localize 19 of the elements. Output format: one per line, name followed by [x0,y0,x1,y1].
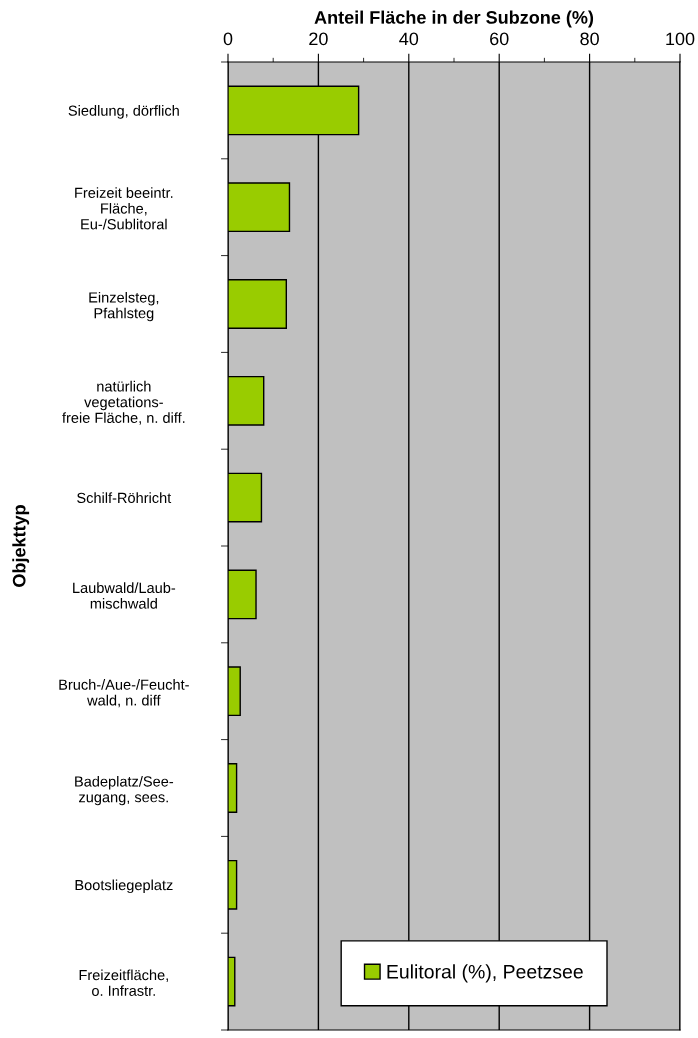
y-tick-label: Siedlung, dörflich [68,105,179,119]
x-tick-label: 20 [309,32,328,46]
y-tick-label: Schilf-Röhricht [77,492,172,504]
legend-label: Eulitoral (%), Peetzsee [387,964,583,983]
x-tick-label: 40 [399,32,419,46]
y-axis-title: Objekttyp [12,505,30,587]
y-tick-label: Bootsliegeplatz [75,879,173,894]
y-tick-label: Bruch-/Aue-/Feucht- wald, n. diff [59,679,189,708]
y-tick-label: Einzelsteg, Pfahlsteg [89,291,159,322]
x-tick-label: 100 [666,32,695,46]
y-tick-label: Badeplatz/See- zugang, sees. [75,775,174,806]
y-tick-label: natürlich vegetations- freie Fläche, n. diff. [62,380,185,425]
y-tick-label: Freizeitfläche, o. Infrastr. [79,969,168,996]
x-tick-label: 60 [490,32,509,46]
x-tick-label: 80 [580,32,599,46]
x-tick-label: 0 [223,32,233,46]
y-tick-label: Freizeit beeintr. Fläche, Eu-/Sublitoral [75,187,173,230]
y-tick-label: Laubwald/Laub- mischwald [73,582,176,609]
x-axis-title: Anteil Fläche in der Subzone (%) [314,10,594,28]
